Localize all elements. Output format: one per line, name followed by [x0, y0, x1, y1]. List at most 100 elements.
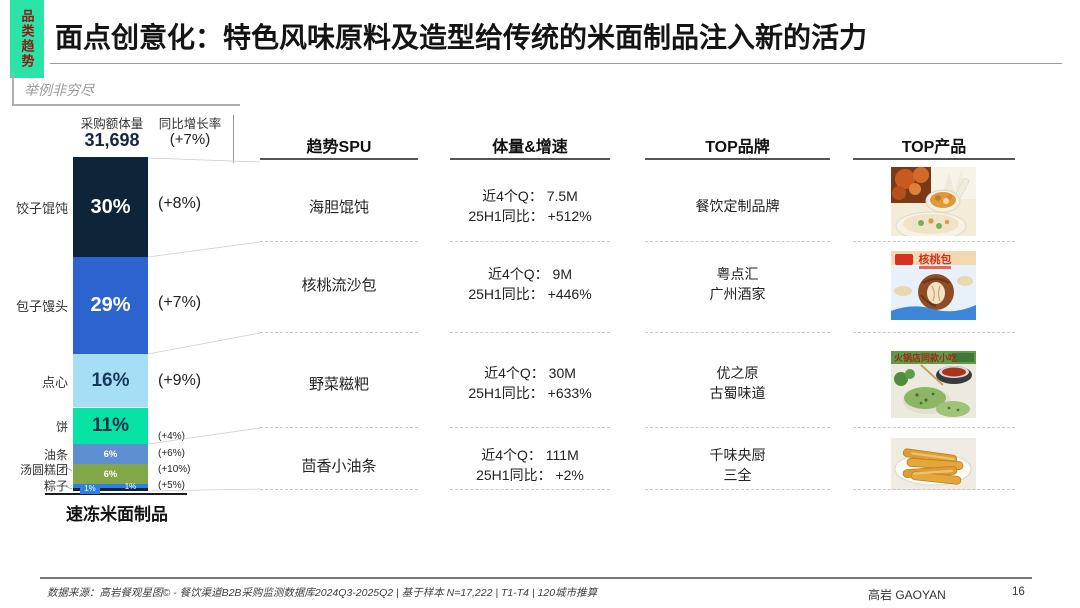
growth-tangyuan: (+10%) — [158, 464, 191, 475]
growth-line: 25H1同比： +633% — [468, 385, 592, 401]
bar-segment-油条: 6% — [73, 444, 148, 465]
growth-dianxin: (+9%) — [158, 372, 202, 389]
volume-value: 31,698 — [84, 130, 140, 150]
bar-label-zongzi: 粽子 — [43, 479, 68, 493]
sidebar-tab-category-trends[interactable]: 品类趋势 — [10, 0, 44, 78]
product-photo-wonton-soup — [891, 167, 976, 236]
bar-segment-value: 16% — [91, 369, 130, 391]
column-header-products: TOP产品 — [901, 139, 967, 156]
row-separator — [853, 489, 1015, 490]
volume-line: 近4个Q： 7.5M — [482, 188, 578, 204]
row-separator — [450, 241, 610, 242]
growth-header: 同比增长率 — [158, 117, 222, 131]
bar-segment-value: 6% — [103, 448, 118, 460]
brand-name: 粤点汇 — [716, 266, 759, 282]
bar-label-tangyuan: 汤圆糕团 — [19, 463, 68, 477]
bar-segment-饼: 11% — [73, 407, 148, 445]
title-underline — [50, 63, 1062, 64]
row-separator — [853, 427, 1015, 428]
row-separator — [260, 332, 418, 333]
brand-name: 广州酒家 — [709, 286, 766, 302]
growth-zongzi: (+5%) — [158, 480, 185, 491]
stacked-bar: 30% 29% 16% 11% 6% 6% 1% 1% — [73, 157, 148, 494]
header-divider — [233, 115, 234, 163]
volume-line: 近4个Q： 9M — [487, 266, 572, 282]
row-separator — [450, 332, 610, 333]
column-underline — [645, 158, 830, 160]
volume-header: 采购额体量 — [80, 117, 144, 131]
bar-label-jiaozi: 饺子馄饨 — [15, 201, 68, 216]
veggie-ciba-illustration: 火锅店同款小吃 — [891, 351, 976, 418]
dough-sticks-illustration — [891, 438, 976, 490]
row-separator — [260, 489, 418, 490]
row-separator — [450, 427, 610, 428]
bar-label-youtiao: 油条 — [43, 448, 68, 462]
bar-segment-value: 11% — [92, 414, 129, 436]
bar-segment-饺子馄饨: 30% — [73, 157, 148, 258]
row-separator — [450, 489, 610, 490]
column-underline — [853, 158, 1015, 160]
note-box: 举例非穷尽 — [12, 73, 240, 106]
row-separator — [645, 427, 830, 428]
bar-segment-value-zongzi: 1% — [80, 484, 100, 494]
brand-name: 餐饮定制品牌 — [695, 198, 780, 214]
volume-line: 近4个Q： 111M — [481, 447, 579, 463]
bar-segment-包子馒头: 29% — [73, 257, 148, 355]
bar-segment-value: 29% — [90, 294, 131, 317]
volume-line: 近4个Q： 30M — [484, 365, 576, 381]
growth-line: 25H1同比： +446% — [468, 286, 592, 302]
page-number: 16 — [1012, 586, 1025, 598]
row-separator — [260, 241, 418, 242]
product-photo-walnut-bun-package: 核桃包 — [891, 251, 976, 320]
column-header-spu: 趋势SPU — [306, 139, 372, 156]
column-header-volume: 体量&增速 — [492, 139, 568, 156]
brand-name: 古蜀味道 — [709, 385, 766, 401]
row-separator — [853, 241, 1015, 242]
page-title: 面点创意化：特色风味原料及造型给传统的米面制品注入新的活力 — [55, 22, 868, 53]
growth-baozi: (+7%) — [158, 294, 202, 311]
bar-segment-value: 30% — [90, 195, 131, 218]
bar-segment-粽子 — [73, 484, 148, 488]
note-label: 举例非穷尽 — [24, 82, 94, 98]
wonton-soup-illustration — [891, 167, 976, 236]
bar-axis-label: 速冻米面制品 — [66, 505, 168, 524]
walnut-bun-package-illustration: 核桃包 — [891, 251, 976, 320]
bar-label-baozi: 包子馒头 — [15, 299, 68, 314]
row-separator — [853, 332, 1015, 333]
growth-line: 25H1同比： +512% — [468, 208, 592, 224]
photo-banner-text: 火锅店同款小吃 — [894, 352, 957, 363]
row-separator — [645, 489, 830, 490]
growth-value: (+7%) — [169, 131, 211, 148]
spu-name: 海胆馄饨 — [308, 199, 369, 216]
growth-line: 25H1同比： +2% — [476, 467, 584, 483]
package-title-text: 核桃包 — [919, 252, 952, 266]
growth-youtiao: (+6%) — [158, 448, 185, 459]
brand-name: 千味央厨 — [709, 447, 766, 463]
brand-name: 优之原 — [716, 365, 759, 381]
footer-divider — [40, 577, 1032, 579]
row-separator — [645, 332, 830, 333]
bar-segment-点心: 16% — [73, 354, 148, 408]
product-photo-dough-sticks — [891, 438, 976, 490]
bar-segment-value: 6% — [103, 468, 118, 480]
bar-label-bing: 饼 — [55, 420, 68, 434]
growth-bing: (+4%) — [158, 431, 185, 442]
spu-name: 茴香小油条 — [301, 458, 377, 475]
bar-label-dianxin: 点心 — [41, 375, 68, 390]
spu-name: 野菜糍粑 — [308, 376, 369, 393]
product-photo-veggie-ciba: 火锅店同款小吃 — [891, 351, 976, 418]
row-separator — [260, 427, 418, 428]
brand-name: 三全 — [723, 467, 752, 483]
sidebar-tab-label: 品类趋势 — [19, 9, 35, 69]
data-source-note: 数据来源：高岩餐观星图© - 餐饮渠道B2B采购监测数据库2024Q3-2025… — [47, 587, 598, 599]
bar-segment-汤圆糕团: 6% — [73, 464, 148, 485]
spu-name: 核桃流沙包 — [301, 277, 377, 294]
row-separator — [645, 241, 830, 242]
column-underline — [450, 158, 610, 160]
bar-segment-tiny — [73, 487, 148, 491]
bar-axis-line — [45, 493, 187, 495]
column-header-brands: TOP品牌 — [705, 139, 770, 156]
growth-jiaozi: (+8%) — [158, 195, 202, 212]
bar-segment-value-tiny: 1% — [124, 482, 137, 491]
